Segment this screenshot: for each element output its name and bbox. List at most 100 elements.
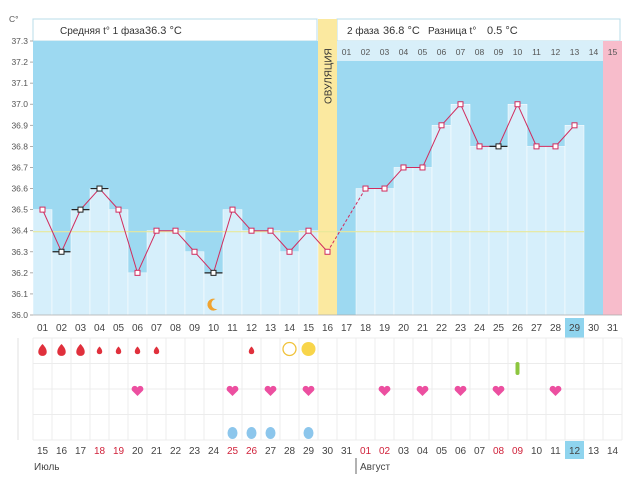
temperature-segment [441, 103, 461, 126]
temperature-point [362, 185, 369, 192]
heart-icon [416, 385, 429, 396]
temperature-segment [99, 188, 119, 210]
temperature-bar [431, 125, 452, 316]
blood-drop-small-icon [248, 346, 255, 355]
temperature-segment [289, 230, 309, 253]
temperature-segment [175, 230, 195, 253]
temperature-segment [517, 104, 537, 147]
heart-icon [226, 385, 239, 396]
temperature-point [533, 143, 540, 150]
phase2-label: 2 фаза [347, 25, 380, 37]
phase2-day-label: 10 [513, 47, 523, 57]
calendar-date-label: 28 [284, 446, 296, 457]
y-tick-label: 36.0 [11, 310, 28, 320]
temperature-segment [42, 209, 62, 252]
calendar-date-label: 25 [227, 446, 239, 457]
temperature-bar [450, 103, 471, 316]
calendar-date-label: 01 [360, 446, 372, 457]
temperature-bar [393, 167, 414, 316]
cycle-day-label: 07 [151, 323, 163, 334]
temperature-bar [298, 230, 319, 316]
cycle-day-label: 16 [322, 323, 334, 334]
phase2-day-label: 08 [475, 47, 485, 57]
temperature-bar [526, 146, 547, 316]
temperature-point [457, 101, 464, 108]
phase1-value: 36.3 °C [145, 25, 182, 37]
calendar-date-label: 18 [94, 446, 106, 457]
calendar-date-label: 10 [531, 446, 543, 457]
y-tick-label: 37.0 [11, 99, 28, 109]
y-tick-label: 36.2 [11, 268, 28, 278]
cycle-day-label: 17 [341, 323, 353, 334]
cycle-day-label: 27 [531, 323, 543, 334]
marks-area: 01 02 03 04 05 06 07 08 09 10 11 12 13 14 15 16 17 18 19 20… [17, 318, 623, 459]
temperature-point [172, 227, 179, 234]
temperature-point [58, 248, 65, 255]
phase2-day-label: 03 [380, 47, 390, 57]
calendar-date-label: 07 [474, 446, 486, 457]
calendar-date-label: 04 [417, 446, 429, 457]
diff-value: 0.5 °C [487, 25, 518, 37]
temperature-segment [422, 125, 442, 168]
temperature-gap-segment [327, 188, 366, 253]
phase2-day-label: 09 [494, 47, 504, 57]
temperature-point [552, 143, 559, 150]
heart-icon [549, 385, 562, 396]
calendar-date-label: 21 [151, 446, 163, 457]
calendar-date-label: 13 [588, 446, 600, 457]
temperature-segment [118, 209, 138, 273]
temperature-bar [279, 251, 300, 316]
temperature-segment [384, 167, 404, 189]
phase2-day-label: 06 [437, 47, 447, 57]
cycle-day-label: 04 [94, 323, 106, 334]
temperature-bar [260, 230, 281, 316]
temperature-bar [564, 125, 585, 316]
temperature-bar [241, 230, 262, 316]
phase2-day-label: 04 [399, 47, 409, 57]
temperature-point [115, 206, 122, 213]
temperature-bar [146, 230, 167, 316]
circle-filled-icon [301, 342, 316, 356]
phase2-day-label: 01 [342, 47, 352, 57]
temperature-segment [270, 230, 290, 253]
temperature-point [476, 143, 483, 150]
phase2-value: 36.8 °C [383, 25, 420, 37]
phase2-day-label: 07 [456, 47, 466, 57]
cycle-day-label: 28 [550, 323, 562, 334]
cycle-day-label: 31 [607, 323, 619, 334]
cycle-day-label: 24 [474, 323, 486, 334]
heart-icon [131, 385, 144, 396]
cycle-day-label: 12 [246, 323, 258, 334]
phase2-day-label: 05 [418, 47, 428, 57]
cycle-day-label: 05 [113, 323, 125, 334]
cycle-day-label: 13 [265, 323, 277, 334]
cycle-day-label: 21 [417, 323, 429, 334]
calendar-date-label: 30 [322, 446, 334, 457]
phase1-label: Средняя t° 1 фаза [60, 25, 145, 37]
calendar-date-label: 11 [550, 446, 561, 457]
phase2-day-strip [337, 41, 622, 61]
calendar-date-label: 31 [341, 446, 353, 457]
heart-icon [302, 385, 315, 396]
temperature-point [210, 269, 217, 276]
phase2-day-label: 14 [589, 47, 599, 57]
blood-drop-large-icon [57, 344, 66, 356]
calendar-date-label: 09 [512, 446, 524, 457]
phase2-day-label: 15 [608, 47, 618, 57]
y-tick-label: 36.1 [11, 289, 28, 299]
temperature-point [248, 227, 255, 234]
temperature-bar [89, 188, 110, 316]
cycle-day-label: 06 [132, 323, 144, 334]
calendar-date-label: 17 [75, 446, 87, 457]
header-right-panel [336, 18, 621, 42]
cycle-day-label: 30 [588, 323, 600, 334]
period-end-column [603, 41, 622, 315]
cycle-day-label: 18 [360, 323, 372, 334]
cycle-day-label: 15 [303, 323, 315, 334]
temperature-bar [507, 103, 528, 316]
temperature-point [229, 206, 236, 213]
cycle-day-label: 14 [284, 323, 296, 334]
cycle-day-label: 22 [436, 323, 448, 334]
temperature-bar [374, 188, 395, 316]
temperature-point [77, 206, 84, 213]
